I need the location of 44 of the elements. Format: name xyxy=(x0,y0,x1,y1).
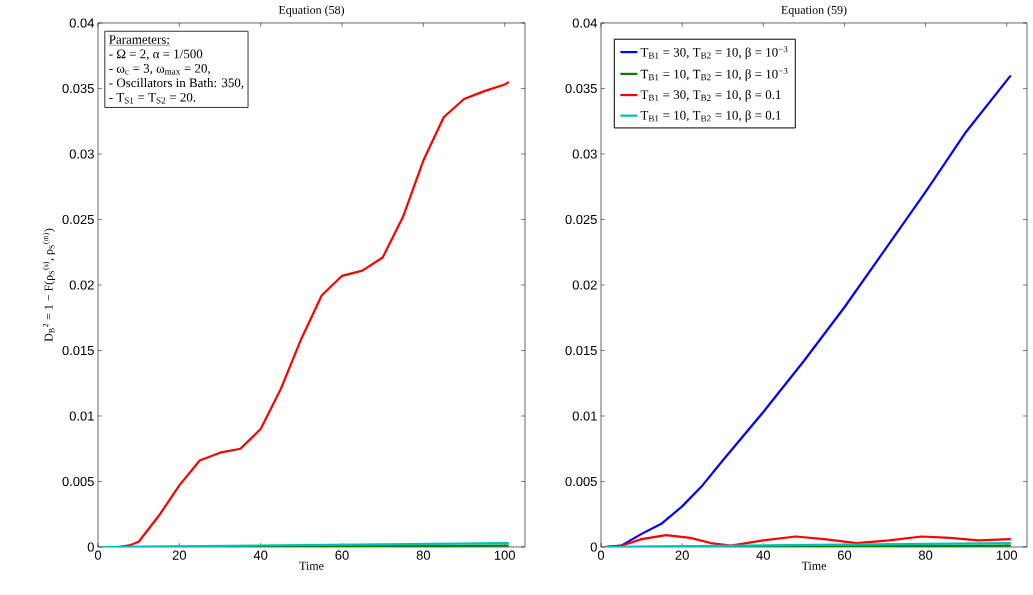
annotation: - Oscillators in Bath: 350, xyxy=(109,78,244,90)
y-tick-label: 0.035 xyxy=(62,83,94,94)
x-tick-label: 40 xyxy=(253,550,268,560)
y-tick-label: 0.025 xyxy=(565,214,597,225)
x-axis-title: Time xyxy=(801,561,827,570)
x-tick-label: 80 xyxy=(918,550,933,560)
legend-label: T$_{B1}$ = 30, T$_{B2}$ = 10, β = 10$^{−3}$ xyxy=(640,46,788,60)
annotation: - Ω = 2, α = 1/500 xyxy=(109,49,203,61)
x-tick-label: 60 xyxy=(837,550,852,560)
x-tick-label: 0 xyxy=(597,550,605,560)
legend-label: T$_{B1}$ = 10, T$_{B2}$ = 10, β = 10$^{−3}$ xyxy=(640,67,788,82)
x-tick-label: 60 xyxy=(335,550,349,560)
x-tick-label: 0 xyxy=(94,550,102,560)
y-tick-label: 0.005 xyxy=(62,476,94,487)
y-tick-label: 0 xyxy=(590,542,597,552)
annotation: Parameters: xyxy=(109,35,169,44)
x-tick-label: 100 xyxy=(494,550,515,560)
x-axis-title: Time xyxy=(299,561,324,570)
y-tick-label: 0.01 xyxy=(572,411,597,421)
x-tick-label: 80 xyxy=(416,550,431,560)
chart-title: Equation (59) xyxy=(781,5,847,17)
y-tick-label: 0.03 xyxy=(69,149,94,159)
annotation: - ω$_{c}$ = 3, ω$_{max}$ = 20, xyxy=(109,63,210,75)
legend-label: T$_{B1}$ = 10, T$_{B2}$ = 10, β = 0.1 xyxy=(640,110,781,123)
y-tick-label: 0 xyxy=(87,542,94,552)
y-tick-label: 0.005 xyxy=(565,476,597,487)
y-tick-label: 0.04 xyxy=(69,18,95,28)
y-tick-label: 0.035 xyxy=(565,83,597,94)
chart-title: Equation (58) xyxy=(278,5,345,17)
y-tick-label: 0.02 xyxy=(69,280,94,290)
y-tick-label: 0.04 xyxy=(572,18,598,28)
legend-label: T$_{B1}$ = 30, T$_{B2}$ = 10, β = 0.1 xyxy=(640,89,781,102)
y-tick-label: 0.02 xyxy=(572,280,597,290)
y-tick-label: 0.03 xyxy=(572,149,597,159)
x-tick-label: 20 xyxy=(675,550,689,560)
y-tick-label: 0.01 xyxy=(69,411,94,421)
y-tick-label: 0.025 xyxy=(62,214,94,225)
x-tick-label: 20 xyxy=(172,550,187,560)
y-tick-label: 0.015 xyxy=(62,345,94,356)
text: D$_{B}$$^{2}$ = 1 − F(ρ$_{S}$$^{(s)}$, ρ$_{S}$$^{(m)}$) xyxy=(42,228,56,342)
y-tick-label: 0.015 xyxy=(565,345,597,356)
annotation: - T$_{S1}$ = T$_{S2}$ = 20. xyxy=(109,92,196,104)
x-tick-label: 100 xyxy=(996,550,1018,560)
x-tick-label: 40 xyxy=(756,550,770,560)
